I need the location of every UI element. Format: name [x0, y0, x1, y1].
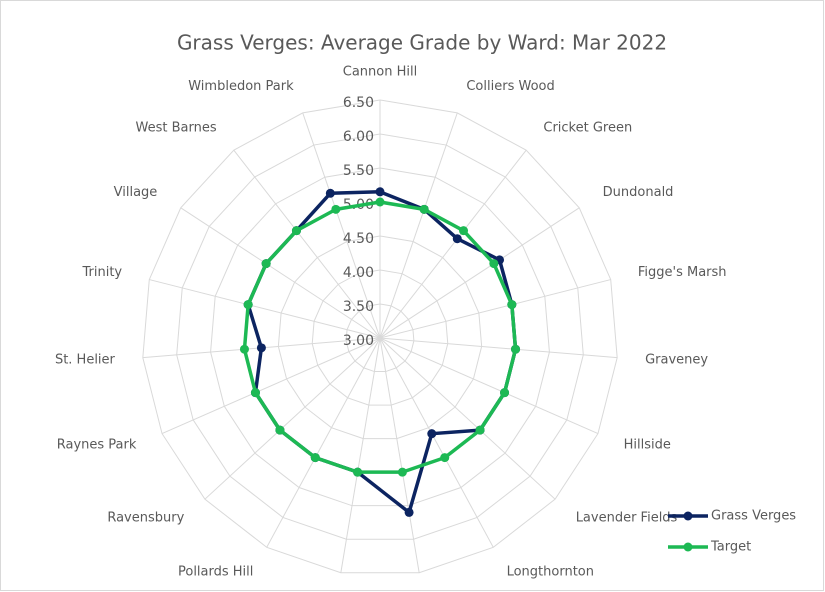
category-label: Lavender Fields: [576, 511, 678, 526]
r-tick-label: 6.50: [343, 95, 374, 111]
grid-ring: [345, 303, 415, 373]
series-point: [427, 429, 437, 439]
spoke: [302, 112, 381, 339]
series-point: [353, 467, 363, 477]
spoke: [149, 279, 381, 339]
series-point: [375, 197, 385, 207]
spoke: [340, 337, 381, 573]
r-tick-label: 4.50: [343, 231, 374, 247]
grid-ring: [210, 167, 550, 507]
chart-title: Grass Verges: Average Grade by Ward: Mar…: [177, 31, 667, 55]
series-point: [239, 344, 249, 354]
spoke: [379, 337, 494, 548]
series-point: [452, 234, 462, 244]
category-label: Pollards Hill: [178, 564, 253, 579]
spoke: [379, 337, 556, 500]
spoke: [379, 112, 458, 339]
legend-marker: [683, 542, 693, 552]
spoke: [266, 337, 381, 548]
spoke: [161, 337, 381, 435]
series-point: [243, 300, 253, 310]
series-point: [291, 226, 301, 236]
legend-marker: [683, 511, 693, 521]
category-label: Figge's Marsh: [638, 265, 727, 280]
series-point: [375, 187, 385, 197]
series-point: [419, 204, 429, 214]
category-label: West Barnes: [136, 121, 217, 136]
spoke: [233, 149, 381, 339]
series-point: [310, 453, 320, 463]
category-label: Longthornton: [507, 564, 594, 579]
r-tick-label: 6.00: [343, 129, 374, 145]
series-point: [397, 467, 407, 477]
spoke: [379, 149, 527, 339]
category-label: Trinity: [81, 265, 122, 280]
spoke: [379, 337, 599, 435]
series-point: [459, 226, 469, 236]
legend-label: Target: [710, 540, 751, 555]
grid-ring: [176, 133, 584, 540]
series-point: [507, 300, 517, 310]
spoke: [379, 337, 618, 359]
series-point: [440, 453, 450, 463]
series-point: [325, 188, 335, 198]
grid-ring: [142, 99, 618, 574]
category-label: Dundonald: [603, 185, 674, 200]
series-point: [500, 388, 510, 398]
spoke: [379, 207, 580, 339]
category-label: Wimbledon Park: [188, 79, 294, 94]
r-tick-label: 3.00: [343, 333, 374, 349]
r-tick-label: 4.00: [343, 265, 374, 281]
grid-ring: [277, 235, 483, 440]
category-label: Graveney: [645, 352, 708, 367]
r-tick-label: 3.50: [343, 299, 374, 315]
series-point: [331, 204, 341, 214]
spoke: [379, 279, 611, 339]
series-point: [275, 425, 285, 435]
spoke: [180, 207, 381, 339]
r-tick-label: 5.50: [343, 163, 374, 179]
category-label: St. Helier: [55, 352, 116, 367]
series-point: [404, 507, 414, 517]
legend-label: Grass Verges: [711, 509, 796, 524]
category-label: Raynes Park: [57, 437, 137, 452]
series-point: [256, 343, 266, 353]
series-point: [511, 344, 521, 354]
spoke: [379, 337, 420, 573]
category-label: Hillside: [624, 437, 671, 452]
category-label: Village: [114, 185, 158, 200]
series-point: [489, 259, 499, 269]
series-point: [250, 388, 260, 398]
category-label: Cricket Green: [543, 121, 632, 136]
spoke: [204, 337, 381, 500]
category-label: Cannon Hill: [343, 65, 417, 80]
category-label: Ravensbury: [107, 511, 184, 526]
series-line: [242, 200, 518, 474]
series-point: [261, 259, 271, 269]
series-point: [475, 425, 485, 435]
category-label: Colliers Wood: [466, 79, 554, 94]
grid-ring: [311, 269, 449, 406]
